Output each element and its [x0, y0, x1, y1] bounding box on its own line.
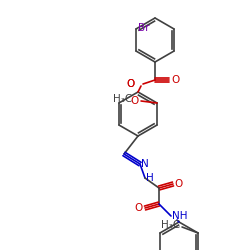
Text: H₃C: H₃C: [113, 94, 132, 104]
Text: H: H: [146, 173, 154, 183]
Text: O: O: [127, 79, 135, 89]
Text: O: O: [127, 79, 135, 89]
Text: O: O: [135, 203, 143, 213]
Text: H₃C: H₃C: [161, 220, 180, 230]
Text: N: N: [141, 159, 149, 169]
Text: O: O: [174, 179, 182, 189]
Text: O: O: [171, 75, 179, 85]
Text: NH: NH: [172, 211, 188, 221]
Text: O: O: [131, 96, 139, 106]
Text: Br: Br: [138, 23, 149, 33]
